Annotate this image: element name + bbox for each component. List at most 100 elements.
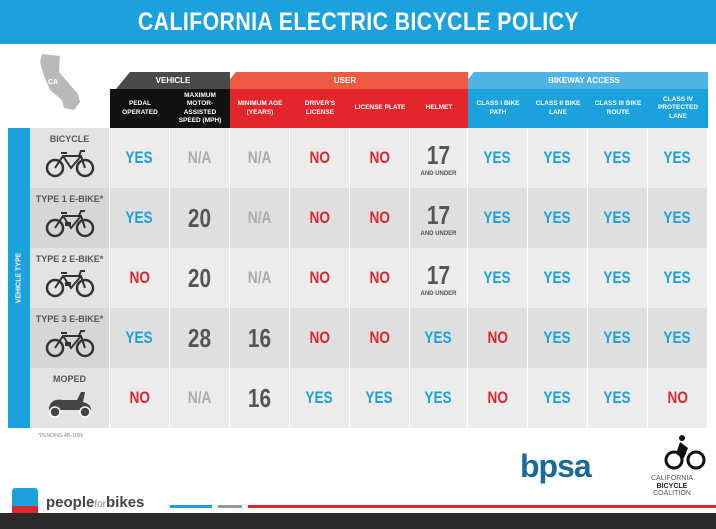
cell-value: YES: [663, 208, 692, 227]
table-cell: YES: [648, 308, 708, 368]
vehicle-label-cell: TYPE 2 E-BIKE*: [30, 248, 110, 308]
cell-value: YES: [603, 148, 632, 167]
table-cell: 16: [230, 308, 290, 368]
table-cell: 20: [170, 248, 230, 308]
table-cell: N/A: [230, 188, 290, 248]
cbc-line: CALIFORNIA: [650, 475, 693, 482]
pfb-people: people: [46, 494, 95, 511]
table-cell: 17 AND UNDER: [410, 248, 468, 308]
table-cell: NO: [290, 308, 350, 368]
table-cell: N/A: [230, 248, 290, 308]
table-cell: YES: [528, 368, 588, 428]
cell-value: YES: [305, 388, 334, 407]
table-cell: NO: [290, 128, 350, 188]
cell-value: NO: [369, 268, 390, 287]
cell-value: YES: [663, 268, 692, 287]
pfb-for: for: [94, 499, 107, 510]
column-header: LICENSE PLATE: [350, 89, 410, 128]
moped-icon: [43, 388, 97, 423]
cell-value: YES: [603, 328, 632, 347]
cell-value: N/A: [247, 148, 272, 167]
table-cell: YES: [468, 188, 528, 248]
cell-value: YES: [543, 268, 572, 287]
vehicle-label-cell: TYPE 1 E-BIKE*: [30, 188, 110, 248]
cell-value: 17: [426, 199, 451, 230]
table-cell: 16: [230, 368, 290, 428]
cell-value: 20: [187, 262, 212, 293]
table-cell: N/A: [230, 128, 290, 188]
table-cell: YES: [350, 368, 410, 428]
table-cell: NO: [468, 368, 528, 428]
column-header: CLASS II BIKE LANE: [528, 89, 588, 128]
table-cell: YES: [110, 128, 170, 188]
table-cell: YES: [588, 188, 648, 248]
cell-value: YES: [424, 388, 453, 407]
table-row: BICYCLE YES N/A N/A NO NO 17 AND UNDER YES YES YES…: [30, 128, 708, 188]
e-bike-icon: [43, 328, 97, 363]
cell-value: YES: [483, 208, 512, 227]
cell-value: YES: [483, 268, 512, 287]
vehicle-label: TYPE 3 E-BIKE*: [35, 313, 104, 324]
cell-value: YES: [424, 328, 453, 347]
cell-value: NO: [129, 268, 150, 287]
cell-value: NO: [487, 328, 508, 347]
table-cell: NO: [350, 248, 410, 308]
peopleforbikes-icon: [12, 488, 38, 516]
cell-value: NO: [369, 148, 390, 167]
table-cell: NO: [110, 368, 170, 428]
table-cell: NO: [350, 308, 410, 368]
table-cell: YES: [588, 308, 648, 368]
bottom-bar: [0, 513, 716, 529]
group-header-bikeway-access: BIKEWAY ACCESS: [460, 72, 708, 89]
cell-value: NO: [309, 148, 330, 167]
table-cell: YES: [468, 128, 528, 188]
table-cell: YES: [588, 128, 648, 188]
table-cell: NO: [110, 248, 170, 308]
table-cell: NO: [468, 308, 528, 368]
cell-value: NO: [309, 268, 330, 287]
table-cell: NO: [350, 128, 410, 188]
vehicle-label: MOPED: [52, 373, 86, 384]
table-cell: 28: [170, 308, 230, 368]
table-cell: NO: [290, 188, 350, 248]
cell-value: YES: [543, 148, 572, 167]
e-bike-icon: [43, 268, 97, 303]
cell-value: 17: [426, 139, 451, 170]
cell-value: YES: [603, 388, 632, 407]
column-header: MINIMUM AGE (YEARS): [230, 89, 290, 128]
cell-value: YES: [543, 208, 572, 227]
bpsa-logo: bpsa: [520, 448, 592, 485]
title-text: CALIFORNIA ELECTRIC BICYCLE POLICY: [137, 8, 579, 36]
cell-value: 17: [426, 259, 451, 290]
cell-value: NO: [369, 208, 390, 227]
vehicle-type-bar: VEHICLE TYPE: [8, 128, 30, 428]
cell-value: NO: [369, 328, 390, 347]
column-header: HELMET: [410, 89, 468, 128]
cell-value: N/A: [247, 208, 272, 227]
cell-value: YES: [125, 328, 154, 347]
bicycle-icon: [43, 148, 97, 183]
cell-value: YES: [603, 208, 632, 227]
vehicle-label-cell: MOPED: [30, 368, 110, 428]
cell-value: YES: [543, 388, 572, 407]
bpsa-text: bpsa: [520, 448, 592, 484]
page-title: CALIFORNIA ELECTRIC BICYCLE POLICY: [0, 0, 716, 44]
cbc-logo: CALIFORNIA BICYCLE COALITION: [632, 434, 712, 498]
cell-value: NO: [667, 388, 688, 407]
column-header: DRIVER'S LICENSE: [290, 89, 350, 128]
cell-value: YES: [603, 268, 632, 287]
table-cell: YES: [528, 188, 588, 248]
pfb-bikes: bikes: [106, 494, 145, 511]
table-cell: YES: [528, 128, 588, 188]
table-row: MOPED NO N/A 16 YES YES YES NO YES YES NO: [30, 368, 708, 428]
cell-value: YES: [543, 328, 572, 347]
vehicle-label: TYPE 2 E-BIKE*: [35, 253, 104, 264]
cell-value: YES: [483, 148, 512, 167]
vehicle-label: TYPE 1 E-BIKE*: [35, 193, 104, 204]
cell-value: N/A: [187, 148, 212, 167]
vehicle-type-label: VEHICLE TYPE: [15, 252, 23, 304]
column-header: CLASS IV PROTECTED LANE: [648, 89, 708, 128]
table-cell: YES: [648, 248, 708, 308]
cell-value: 20: [187, 202, 212, 233]
table-cell: N/A: [170, 128, 230, 188]
